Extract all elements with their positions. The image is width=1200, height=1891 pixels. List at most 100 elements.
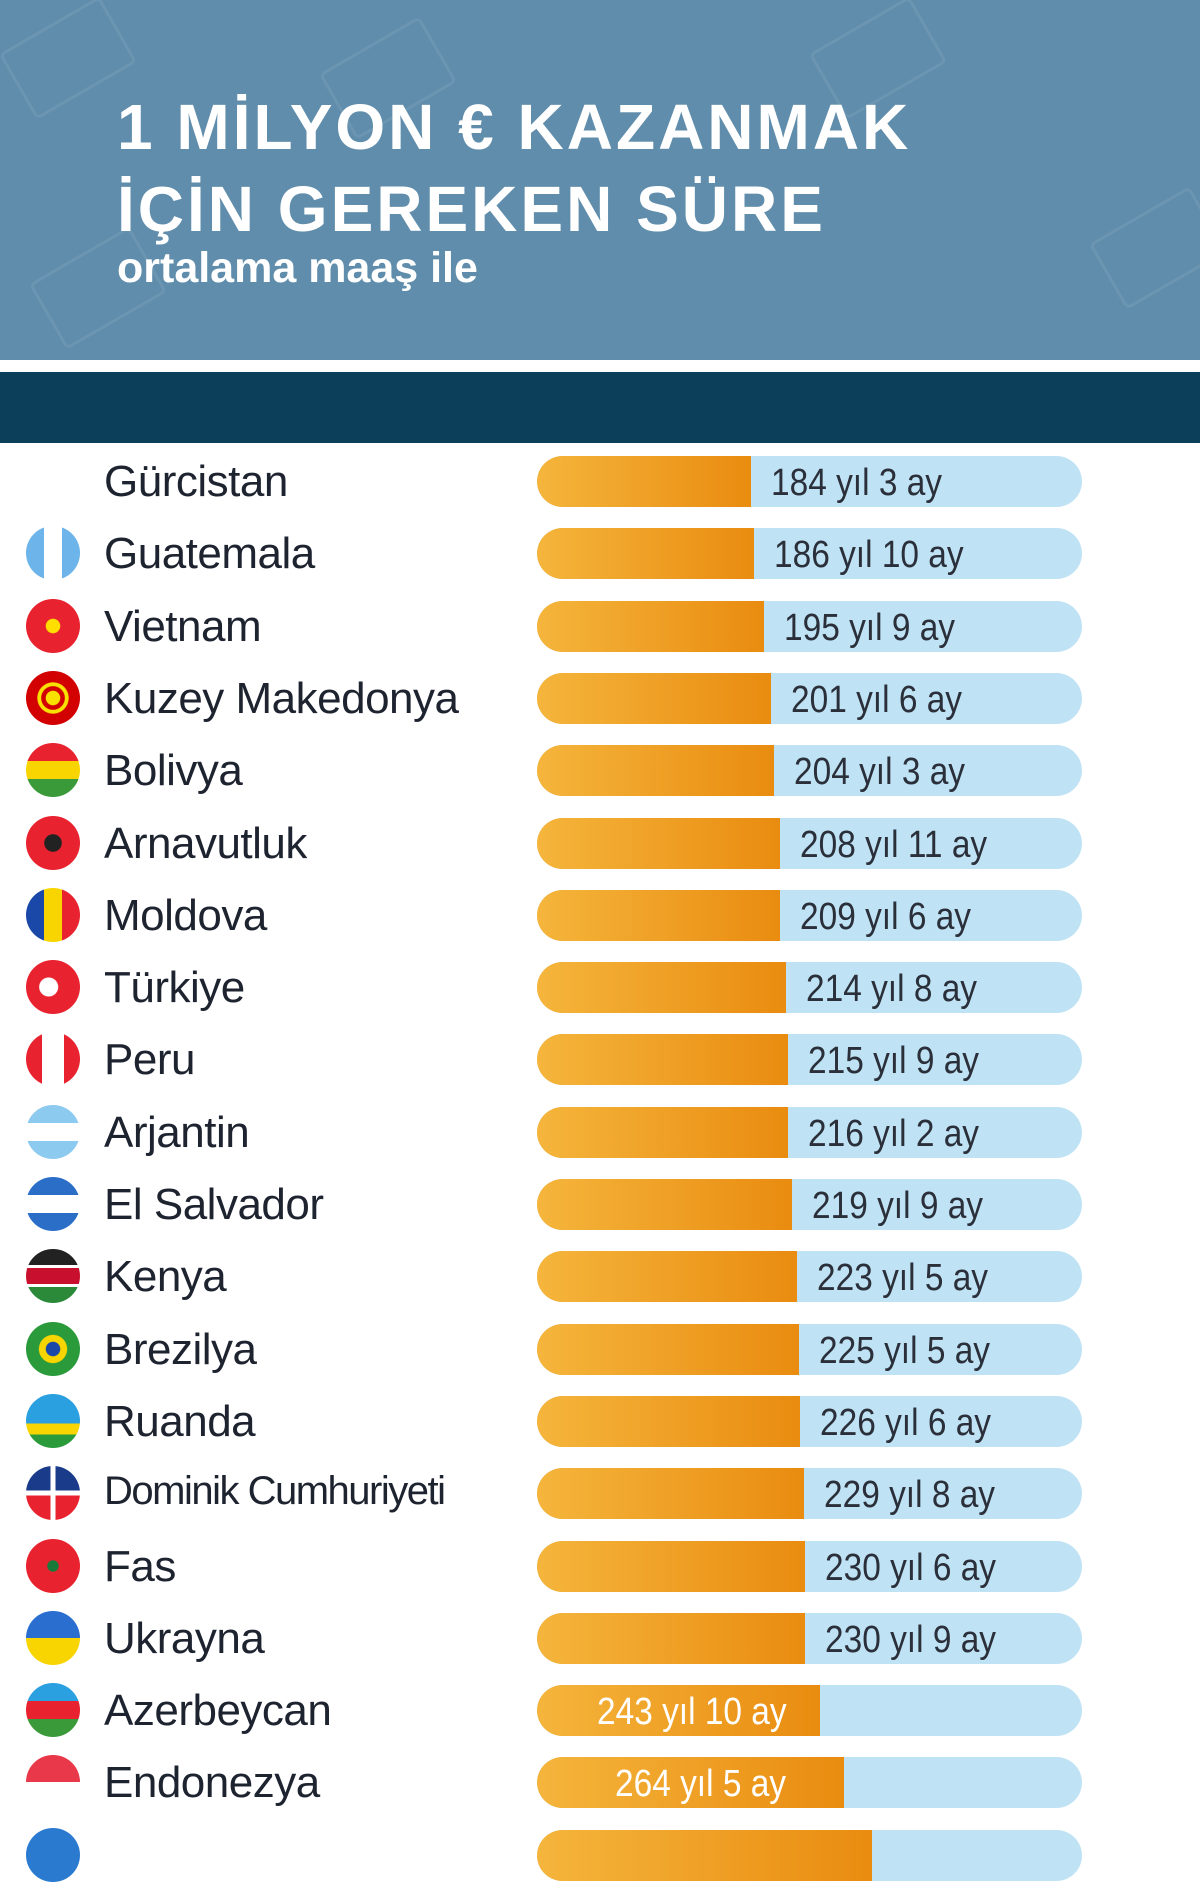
value-label: 195 yıl 9 ay xyxy=(784,606,956,649)
bar-track: 216 yıl 2 ay xyxy=(537,1106,1082,1158)
bar-track: 204 yıl 3 ay xyxy=(537,745,1082,797)
chart-row: Fas 230 yıl 6 ay xyxy=(0,1530,1200,1602)
country-label: Arnavutluk xyxy=(104,818,307,868)
flag-icon xyxy=(26,1610,80,1665)
flag-icon xyxy=(26,454,80,508)
value-label: 243 yıl 10 ay xyxy=(597,1691,787,1734)
bar-fill xyxy=(537,1034,788,1086)
bar-track: 184 yıl 3 ay xyxy=(537,456,1082,507)
country-label: Azerbeycan xyxy=(104,1686,332,1736)
chart-row: Moldova 209 yıl 6 ay xyxy=(0,879,1200,951)
flag-icon xyxy=(26,1683,80,1738)
chart-row: Peru 215 yıl 9 ay xyxy=(0,1023,1200,1095)
flag-icon xyxy=(26,815,80,870)
flag-icon xyxy=(26,1538,80,1593)
chart-row: Vietnam 195 yıl 9 ay xyxy=(0,590,1200,662)
flag-icon xyxy=(26,1827,80,1882)
bar-track: 230 yıl 6 ay xyxy=(537,1540,1082,1592)
country-label: Gürcistan xyxy=(104,457,288,506)
bar-track: 208 yıl 11 ay xyxy=(537,817,1082,869)
flag-icon xyxy=(26,1321,80,1376)
chart-row: Dominik Cumhuriyeti 229 yıl 8 ay xyxy=(0,1457,1200,1529)
value-label: 229 yıl 8 ay xyxy=(823,1474,995,1517)
chart-row: Guatemala 186 yıl 10 ay xyxy=(0,517,1200,589)
bar-fill xyxy=(537,1685,821,1737)
country-label: Arjantin xyxy=(104,1107,250,1157)
value-label: 184 yıl 3 ay xyxy=(771,462,943,504)
value-label: 225 yıl 5 ay xyxy=(818,1329,990,1372)
bar-fill xyxy=(537,962,787,1014)
country-label: Bolivya xyxy=(104,746,243,796)
country-label: El Salvador xyxy=(104,1180,324,1229)
value-label: 215 yıl 9 ay xyxy=(807,1040,979,1083)
chart-row: Türkiye 214 yıl 8 ay xyxy=(0,951,1200,1023)
bar-track: 229 yıl 8 ay xyxy=(537,1468,1082,1520)
country-label: Brezilya xyxy=(104,1324,257,1374)
title-line-2: İÇİN GEREKEN SÜRE xyxy=(117,173,826,245)
flag-icon xyxy=(26,1032,80,1087)
flag-icon xyxy=(26,887,80,942)
country-label: Ukrayna xyxy=(104,1613,265,1663)
header-banner: 1 MİLYON € KAZANMAK İÇİN GEREKEN SÜRE or… xyxy=(0,0,1200,360)
bar-fill xyxy=(537,1829,872,1881)
bar-fill xyxy=(537,1612,806,1664)
bar-track: 219 yıl 9 ay xyxy=(537,1179,1082,1230)
chart-row: Bolivya 204 yıl 3 ay xyxy=(0,734,1200,806)
bar-track: 209 yıl 6 ay xyxy=(537,889,1082,941)
chart-row: Arnavutluk 208 yıl 11 ay xyxy=(0,807,1200,879)
bar-fill xyxy=(537,456,752,507)
flag-icon xyxy=(26,1104,80,1159)
bar-track: 214 yıl 8 ay xyxy=(537,962,1082,1014)
value-label: 204 yıl 3 ay xyxy=(794,751,966,794)
country-label: Vietnam xyxy=(104,601,262,651)
page-title: 1 MİLYON € KAZANMAK İÇİN GEREKEN SÜRE xyxy=(117,86,911,250)
country-label: Moldova xyxy=(104,890,267,940)
flag-icon xyxy=(26,526,80,581)
bar-fill xyxy=(537,672,772,724)
country-label: Guatemala xyxy=(104,529,315,579)
country-label: Türkiye xyxy=(104,963,245,1013)
value-label: 209 yıl 6 ay xyxy=(800,895,972,938)
bar-fill xyxy=(537,817,780,869)
flag-icon xyxy=(26,1466,80,1521)
value-label: 186 yıl 10 ay xyxy=(774,534,964,577)
bar-track: 195 yıl 9 ay xyxy=(537,600,1082,652)
bar-track: 230 yıl 9 ay xyxy=(537,1612,1082,1664)
bar-fill xyxy=(537,528,755,580)
country-label: Fas xyxy=(104,1541,176,1591)
value-label: 216 yıl 2 ay xyxy=(808,1112,980,1155)
chart-row: Ruanda 226 yıl 6 ay xyxy=(0,1385,1200,1457)
bar-track: 264 yıl 5 ay xyxy=(537,1757,1082,1809)
value-label: 208 yıl 11 ay xyxy=(799,823,987,866)
title-line-1: 1 MİLYON € KAZANMAK xyxy=(117,91,912,163)
bar-track: 226 yıl 6 ay xyxy=(537,1395,1082,1447)
chart-row: El Salvador 219 yıl 9 ay xyxy=(0,1168,1200,1240)
country-label: Kuzey Makedonya xyxy=(104,673,459,723)
value-label: 214 yıl 8 ay xyxy=(806,968,978,1011)
value-label: 226 yıl 6 ay xyxy=(820,1401,992,1444)
bar-fill xyxy=(537,1251,797,1303)
bar-fill xyxy=(537,889,781,941)
chart-row: Kenya 223 yıl 5 ay xyxy=(0,1240,1200,1312)
country-label: Peru xyxy=(104,1035,195,1085)
bar-fill xyxy=(537,1540,805,1592)
chart-row xyxy=(0,1819,1200,1891)
value-label: 264 yıl 5 ay xyxy=(615,1763,787,1806)
country-label: Dominik Cumhuriyeti xyxy=(104,1469,446,1514)
header-band xyxy=(0,372,1200,443)
bar-fill xyxy=(537,1323,799,1375)
bar-track: 225 yıl 5 ay xyxy=(537,1323,1082,1375)
flag-icon xyxy=(26,960,80,1015)
bar-track: 186 yıl 10 ay xyxy=(537,528,1082,580)
bar-track: 215 yıl 9 ay xyxy=(537,1034,1082,1086)
chart-row: Azerbeycan 243 yıl 10 ay xyxy=(0,1674,1200,1746)
country-label: Kenya xyxy=(104,1252,227,1302)
flag-icon xyxy=(26,1177,80,1231)
bar-track xyxy=(537,1829,1082,1881)
flag-icon xyxy=(26,598,80,653)
bar-track: 223 yıl 5 ay xyxy=(537,1251,1082,1303)
chart-row: Arjantin 216 yıl 2 ay xyxy=(0,1096,1200,1168)
bar-fill xyxy=(537,1179,793,1230)
value-label: 223 yıl 5 ay xyxy=(816,1257,988,1300)
bar-fill xyxy=(537,745,775,797)
